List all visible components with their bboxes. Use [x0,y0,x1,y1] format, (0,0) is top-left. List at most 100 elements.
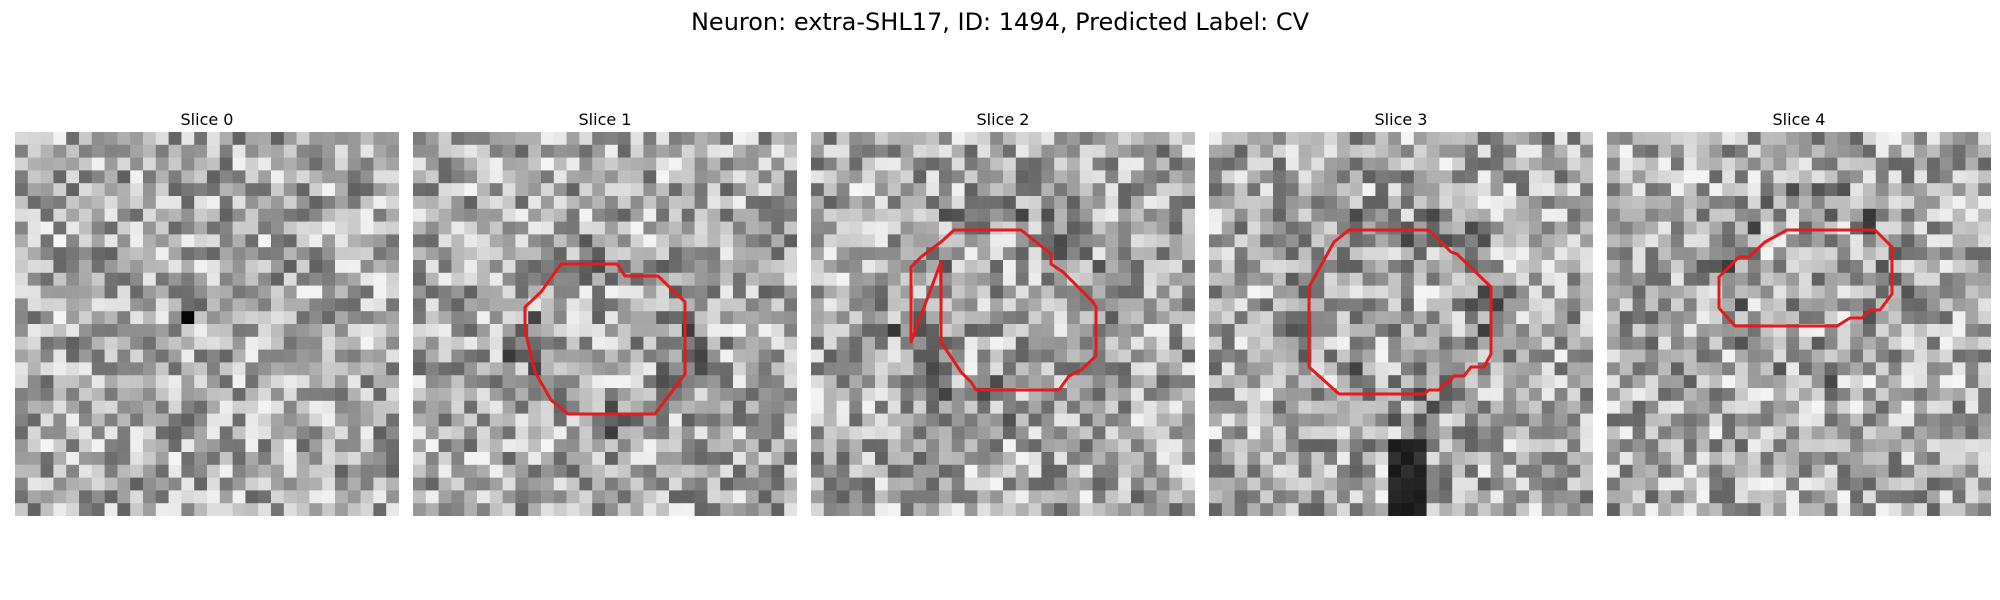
pixel [1541,388,1555,402]
pixel [219,234,233,248]
pixel [194,298,208,312]
pixel [823,260,837,274]
pixel [733,298,747,312]
pixel [515,260,529,274]
pixel [1811,157,1825,171]
pixel [464,439,478,453]
pixel [271,221,285,235]
pixel [1619,324,1633,338]
pixel [1952,183,1966,197]
pixel [1092,196,1106,210]
pixel [1683,362,1697,376]
pixel [579,388,593,402]
pixel [117,170,131,184]
pixel [811,272,825,286]
pixel [1247,311,1261,325]
pixel [1169,426,1183,440]
pixel [1811,413,1825,427]
pixel [1209,490,1223,504]
pixel [1580,247,1593,261]
pixel [258,285,272,299]
pixel [181,157,195,171]
pixel [1182,426,1195,440]
pixel [1260,452,1274,466]
pixel [579,426,593,440]
pixel [733,132,747,146]
pixel [656,247,670,261]
pixel [1375,170,1389,184]
pixel [862,221,876,235]
pixel [1978,183,1991,197]
pixel [1952,413,1966,427]
pixel [168,272,182,286]
pixel [977,311,991,325]
pixel [1362,400,1376,414]
pixel [1388,234,1402,248]
pixel [1143,324,1157,338]
pixel [1067,464,1081,478]
pixel [605,464,619,478]
pixel [1079,208,1093,222]
pixel [219,503,233,516]
pixel [413,324,427,338]
pixel [1722,490,1736,504]
pixel [771,234,785,248]
pixel [630,260,644,274]
pixel [1388,413,1402,427]
pixel [887,503,901,516]
pixel [1901,157,1915,171]
pixel [1901,336,1915,350]
pixel [1580,362,1593,376]
pixel [27,375,41,389]
pixel [630,439,644,453]
pixel [1439,144,1453,158]
pixel [1580,336,1593,350]
pixel [977,400,991,414]
pixel [605,272,619,286]
pixel [40,285,54,299]
pixel [155,362,169,376]
pixel [1465,247,1479,261]
pixel [91,132,105,146]
pixel [836,452,850,466]
pixel [745,324,759,338]
pixel [1041,413,1055,427]
pixel [271,464,285,478]
pixel [322,362,336,376]
pixel [245,272,259,286]
pixel [939,221,953,235]
pixel [1786,208,1800,222]
pixel [515,490,529,504]
pixel [566,349,580,363]
pixel [271,324,285,338]
pixel [1978,144,1991,158]
pixel [964,452,978,466]
pixel [477,464,491,478]
pixel [900,349,914,363]
pixel [990,157,1004,171]
pixel [1401,336,1415,350]
pixel [887,388,901,402]
pixel [1671,503,1685,516]
pixel [1799,208,1813,222]
pixel [1118,157,1132,171]
pixel [1169,144,1183,158]
pixel [528,324,542,338]
pixel [1709,375,1723,389]
pixel [515,196,529,210]
pixel [53,234,67,248]
pixel [541,452,555,466]
pixel [643,324,657,338]
pixel [1927,311,1941,325]
pixel [143,157,157,171]
pixel [66,221,80,235]
pixel [360,144,374,158]
pixel [360,336,374,350]
pixel [605,413,619,427]
pixel [1735,157,1749,171]
pixel [1362,439,1376,453]
pixel [130,400,144,414]
pixel [1465,221,1479,235]
pixel [1901,132,1915,146]
pixel [1105,452,1119,466]
